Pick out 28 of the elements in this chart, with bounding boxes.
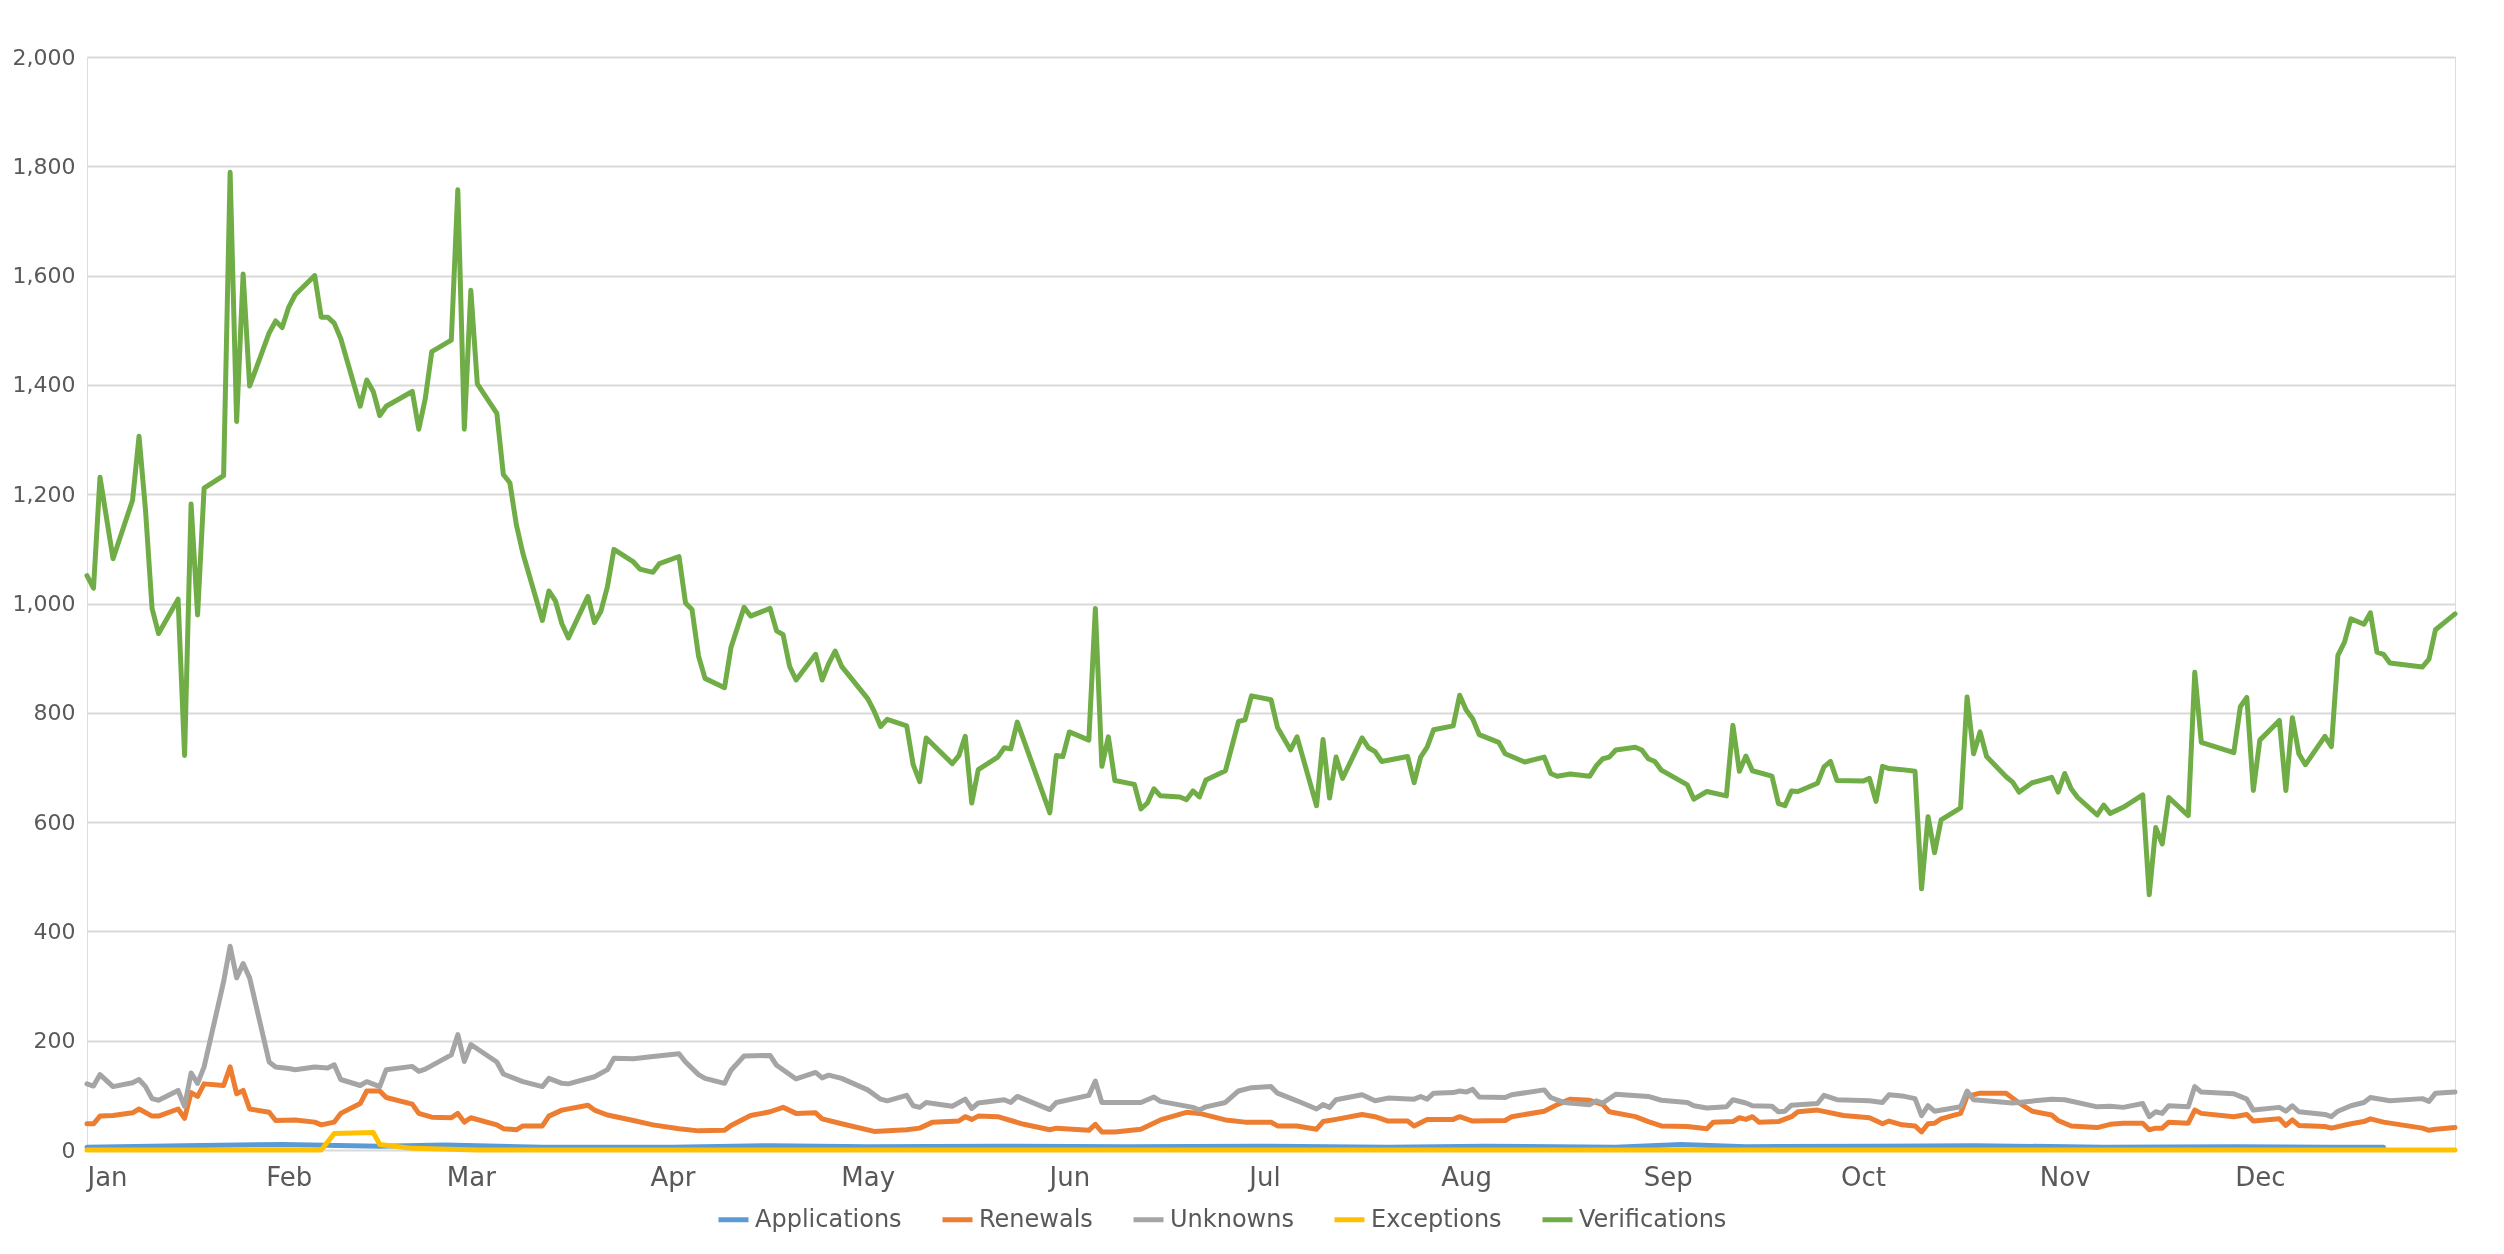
x-tick-label: Feb [266, 1161, 313, 1192]
x-tick-label: Apr [650, 1161, 696, 1192]
x-tick-label: Mar [446, 1161, 497, 1192]
y-tick-label: 200 [33, 1028, 76, 1054]
x-tick-label: Aug [1441, 1161, 1493, 1192]
y-tick-label: 1,800 [12, 153, 76, 179]
legend-label: Renewals [979, 1204, 1093, 1233]
x-tick-label: Nov [2039, 1161, 2091, 1192]
x-tick-label: Sep [1643, 1161, 1693, 1192]
legend-label: Unknowns [1170, 1204, 1294, 1233]
legend-label: Verifications [1579, 1204, 1727, 1233]
y-tick-label: 400 [33, 918, 76, 944]
y-tick-label: 2,000 [12, 44, 76, 70]
x-tick-label: Jan [85, 1161, 128, 1192]
y-tick-label: 1,400 [12, 372, 76, 398]
y-tick-label: 1,600 [12, 263, 76, 289]
legend-label: Applications [755, 1204, 902, 1233]
y-tick-label: 1,000 [12, 591, 76, 616]
x-tick-label: Dec [2235, 1161, 2286, 1192]
x-tick-label: Oct [1841, 1161, 1886, 1192]
y-tick-label: 1,200 [12, 481, 76, 507]
legend-label: Exceptions [1371, 1204, 1502, 1233]
y-tick-label: 800 [33, 700, 76, 726]
x-tick-label: Jun [1047, 1161, 1091, 1192]
y-tick-label: 600 [33, 809, 76, 835]
x-tick-label: Jul [1247, 1161, 1281, 1192]
y-tick-label: 0 [61, 1137, 76, 1163]
x-tick-label: May [841, 1161, 896, 1192]
